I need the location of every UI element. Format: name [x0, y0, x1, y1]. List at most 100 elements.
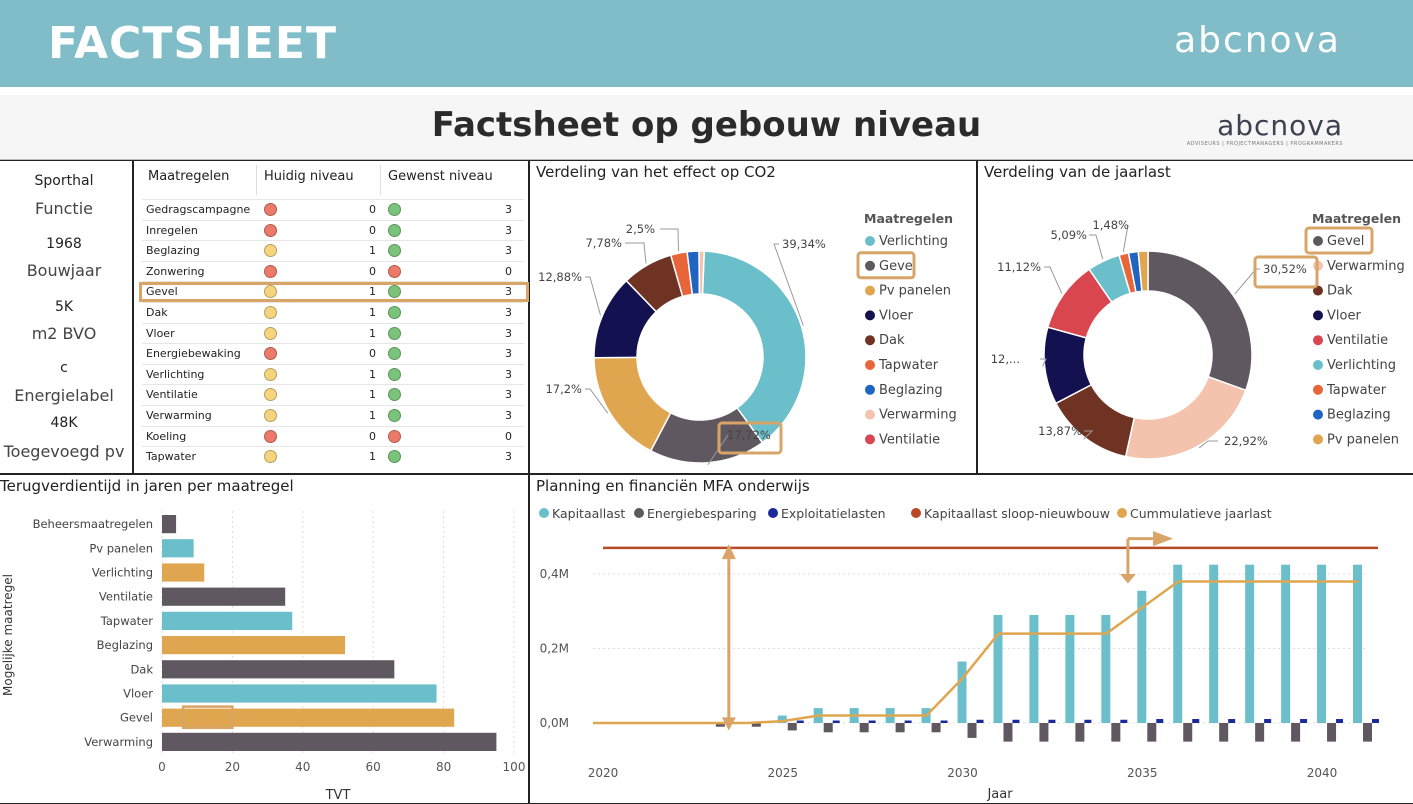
- bar-energiebesparing: [931, 723, 941, 733]
- desired-level-value: 3: [505, 306, 512, 319]
- table-row[interactable]: Inregelen 0 3: [142, 219, 524, 242]
- measure-name: Ventilatie: [146, 388, 198, 402]
- category-label: Beheersmaatregelen: [33, 517, 153, 531]
- data-label: 11,12%: [997, 260, 1041, 274]
- table-row[interactable]: Tapwater 1 3: [142, 446, 524, 468]
- status-indicator-icon: [264, 347, 277, 361]
- column-header-huidig[interactable]: Huidig niveau: [264, 169, 354, 184]
- donut-slice: [701, 250, 807, 444]
- data-label: 17,72%: [727, 428, 771, 442]
- category-label: Tapwater: [100, 614, 154, 628]
- bar-energiebesparing: [895, 723, 905, 733]
- measure-name: Verlichting: [146, 367, 205, 381]
- data-label: 2,5%: [626, 222, 655, 236]
- table-row[interactable]: Verwarming 1 3: [142, 405, 524, 427]
- bar: [162, 684, 437, 703]
- bar: [162, 539, 194, 558]
- status-indicator-icon: [264, 264, 277, 278]
- highlight-box-gevel: [139, 282, 529, 302]
- current-level-value: 1: [369, 388, 376, 402]
- measure-name: Vloer: [146, 326, 175, 340]
- table-row[interactable]: Gedragscampagne 0 3: [142, 199, 524, 221]
- status-indicator-icon: [388, 388, 401, 402]
- table-row[interactable]: Koeling 0 0: [142, 425, 524, 448]
- legend-item: Pv panelen: [1327, 432, 1399, 447]
- summary-value-pv: 48K: [50, 415, 78, 431]
- bar-exploitatielasten: [1300, 719, 1308, 723]
- co2-distribution-panel: Verdeling van het effect op CO2 39,34% 17…: [529, 160, 977, 474]
- highlight-box: [717, 421, 783, 455]
- legend-item: Vloer: [1327, 308, 1361, 323]
- leader-line: [1122, 224, 1129, 252]
- y-tick-label: 0,0M: [540, 716, 569, 730]
- summary-value-label: c: [60, 360, 68, 376]
- bar-energiebesparing: [1183, 723, 1193, 742]
- leader-line: [625, 242, 647, 264]
- measure-name: Koeling: [146, 429, 187, 443]
- legend-item: Dak: [1327, 284, 1353, 299]
- category-label: Gevel: [120, 711, 153, 725]
- bar-kapitaallast: [1245, 564, 1255, 723]
- legend-item: Verlichting: [1327, 358, 1396, 373]
- page-title: Factsheet op gebouw niveau: [431, 105, 982, 145]
- bar-energiebesparing: [1327, 723, 1337, 742]
- legend-item: Verlichting: [879, 234, 948, 249]
- bar-exploitatielasten: [1156, 719, 1164, 723]
- payback-bar-chart: 0 20 40 60 80 100 Beheersmaatregelen Pv panelen…: [1, 511, 526, 803]
- current-level-value: 0: [369, 223, 376, 237]
- bar-kapitaallast: [777, 715, 787, 723]
- table-row[interactable]: Verlichting 1 3: [142, 363, 524, 386]
- data-label: 12,...: [991, 352, 1020, 366]
- bar-exploitatielasten: [1264, 719, 1272, 723]
- summary-label-label: Energielabel: [14, 386, 114, 405]
- legend-item: Kapitaallast: [552, 506, 625, 521]
- table-row[interactable]: Dak 1 3: [142, 302, 524, 324]
- annotation-arrowhead: [721, 544, 736, 560]
- table-row[interactable]: Vloer 1 3: [142, 322, 524, 345]
- highlight-box: [1253, 255, 1319, 289]
- legend-marker: [1313, 434, 1323, 445]
- abcnova-logo-small: abcnova: [1217, 109, 1343, 142]
- status-indicator-icon: [264, 409, 277, 422]
- status-indicator-icon: [388, 203, 401, 216]
- x-tick-label: 100: [503, 760, 526, 774]
- column-header-gewenst[interactable]: Gewenst niveau: [388, 169, 493, 184]
- measure-name: Gevel: [146, 285, 178, 299]
- desired-level-value: 3: [505, 367, 512, 381]
- table-row[interactable]: Energiebewaking 0 3: [142, 343, 524, 365]
- bar-exploitatielasten: [1372, 719, 1379, 723]
- legend-item: Gevel: [1327, 234, 1364, 249]
- bar-kapitaallast: [1137, 590, 1147, 723]
- bar-energiebesparing: [1147, 723, 1157, 742]
- x-tick-label: 2020: [588, 766, 619, 780]
- current-level-value: 0: [369, 203, 376, 216]
- planning-panel: Planning en financiën MFA onderwijs Kapi…: [529, 474, 1413, 804]
- bar-energiebesparing: [859, 723, 869, 733]
- desired-level-value: 3: [505, 285, 512, 299]
- column-divider: [256, 165, 257, 195]
- bar-kapitaallast: [993, 614, 1003, 723]
- status-indicator-icon: [388, 264, 401, 278]
- status-indicator-icon: [264, 203, 277, 216]
- column-header-maatregelen[interactable]: Maatregelen: [148, 169, 230, 184]
- status-indicator-icon: [264, 450, 277, 464]
- table-row[interactable]: Beglazing 1 3: [142, 240, 524, 262]
- legend-marker: [865, 236, 875, 246]
- table-row[interactable]: Zonwering 0 0: [142, 260, 524, 283]
- table-row[interactable]: Gevel 1 3: [142, 281, 524, 303]
- legend-marker: [865, 260, 875, 271]
- legend-item: Ventilatie: [879, 432, 940, 447]
- planning-chart-title: Planning en financiën MFA onderwijs: [536, 477, 810, 495]
- current-level-value: 1: [369, 244, 376, 258]
- desired-level-value: 3: [505, 326, 512, 340]
- donut-slice: [1147, 250, 1253, 392]
- table-row[interactable]: Ventilatie 1 3: [142, 384, 524, 406]
- bar: [162, 611, 293, 630]
- legend-item: Vloer: [879, 308, 913, 323]
- desired-level-value: 3: [505, 244, 512, 258]
- bar-energiebesparing: [1039, 723, 1049, 742]
- legend-item: Exploitatielasten: [781, 506, 886, 521]
- leader-line: [1198, 440, 1218, 449]
- legend-item: Energiebesparing: [647, 506, 757, 521]
- leader-line: [585, 388, 609, 414]
